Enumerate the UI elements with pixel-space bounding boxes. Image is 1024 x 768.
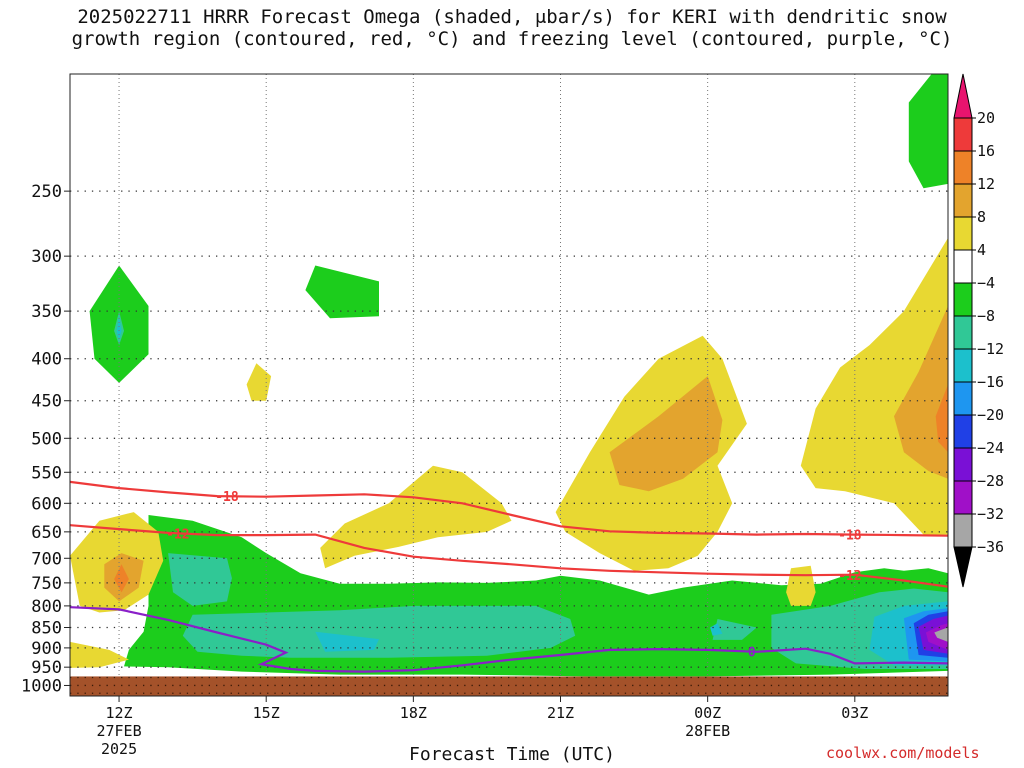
colorbar-label: −28 [977,472,1004,490]
colorbar-label: −32 [977,505,1004,523]
contour-layer: -18 -18 -12 -12 0 [70,480,948,673]
y-tick-label-900: 900 [31,639,62,659]
omega-region-neg16-1 [315,631,379,652]
colorbar-swatch-12 [953,480,973,515]
y-tick-label-300: 300 [31,247,62,267]
y-tick-label-400: 400 [31,350,62,370]
colorbar-swatch-9 [953,381,973,416]
ground-below-surface [70,676,948,696]
contour-label: -12 [838,569,861,584]
colorbar-label: 8 [977,208,986,226]
colorbar-label: 12 [977,175,995,193]
omega-region-neg8-1 [305,265,379,319]
x-tick-label: 18Z [400,704,427,722]
contour-label: -18 [838,529,862,544]
omega-region-neg12-2 [182,605,576,658]
omega-region-8-2 [894,306,948,479]
colorbar-label: −36 [977,538,1004,556]
y-tick-label-800: 800 [31,597,62,617]
colorbar-label: −4 [977,274,995,292]
colorbar: 20 16 12 8 4 −4 −8 −12 −16 −20 −24 −28 −32 −36 [953,73,1004,588]
omega-region-neg8-3 [908,74,948,189]
contour--12 [70,524,948,588]
x-tick-label: 21Z [547,704,574,722]
omega-region-neg16-0 [116,316,122,341]
colorbar-label: −12 [977,340,1004,358]
chart-title: 2025022711 HRRR Forecast Omega (shaded, … [0,6,1024,50]
colorbar-label: 4 [977,241,986,259]
colorbar-swatch-4 [953,216,973,251]
y-tick-label-700: 700 [31,549,62,569]
x-tick-label-sub1: 28FEB [685,722,730,740]
omega-region-12-1 [935,384,948,453]
ground-layer [70,676,948,696]
colorbar-label: 16 [977,142,995,160]
y-tick-label-600: 600 [31,494,62,514]
x-tick-label: 03Z [841,704,868,722]
plot-frame [69,73,949,697]
omega-region-8-1 [609,376,723,492]
y-tick-label-450: 450 [31,392,62,412]
y-tick-label-250: 250 [31,182,62,202]
contour-label: -12 [166,527,189,542]
contour-0 [70,606,948,673]
y-tick-label-350: 350 [31,302,62,322]
y-tick-label-750: 750 [31,574,62,594]
x-tick-label: 00Z [694,704,721,722]
omega-region-neg16-2 [710,623,723,636]
x-tick-label: 15Z [253,704,280,722]
y-tick-label-650: 650 [31,523,62,543]
omega-region-neg12-1 [168,553,232,606]
omega-region-12-0 [114,564,129,593]
colorbar-label: −24 [977,439,1004,457]
chart-title-line-1: 2025022711 HRRR Forecast Omega (shaded, … [77,6,947,28]
source-credit: coolwx.com/models [826,744,980,762]
y-tick-label-500: 500 [31,429,62,449]
omega-region-4-1 [70,641,129,668]
colorbar-swatch-7 [953,315,973,350]
colorbar-label: −16 [977,373,1004,391]
y-axis: 2503003504004505005506006507007508008509… [21,182,70,696]
omega-region-4-2 [246,363,272,401]
colorbar-swatch-3 [953,183,973,218]
contour-label: -18 [215,490,239,505]
colorbar-swatch-13 [953,513,973,548]
colorbar-swatch-10 [953,414,973,449]
y-tick-label-950: 950 [31,658,62,678]
colorbar-label: −20 [977,406,1004,424]
omega-region-4-6 [800,237,948,535]
omega-region-4-5 [786,565,816,606]
contour--18 [70,480,948,537]
colorbar-swatch-1 [953,117,973,152]
x-axis-title: Forecast Time (UTC) [409,744,615,765]
colorbar-label: −8 [977,307,995,325]
y-tick-label-550: 550 [31,463,62,483]
colorbar-triangle-bottom [953,546,973,588]
colorbar-swatch-8 [953,348,973,383]
x-tick-label: 12Z [106,704,133,722]
omega-region-neg12-3 [712,619,757,640]
y-tick-label-1000: 1000 [21,676,62,696]
colorbar-swatch-5 [953,249,973,284]
omega-region-4-3 [320,465,512,569]
colorbar-triangle-top [953,73,973,119]
x-tick-label-sub1: 27FEB [96,722,141,740]
colorbar-swatch-6 [953,282,973,317]
contour-label: 0 [748,646,756,661]
colorbar-label: 20 [977,109,995,127]
chart-title-line-2: growth region (contoured, red, °C) and f… [71,28,953,50]
colorbar-swatch-2 [953,150,973,185]
x-tick-label-sub2: 2025 [101,740,137,758]
colorbar-swatch-11 [953,447,973,482]
omega-region-neg36-0 [934,627,948,642]
omega-shading-layer [70,74,948,677]
y-tick-label-850: 850 [31,619,62,639]
